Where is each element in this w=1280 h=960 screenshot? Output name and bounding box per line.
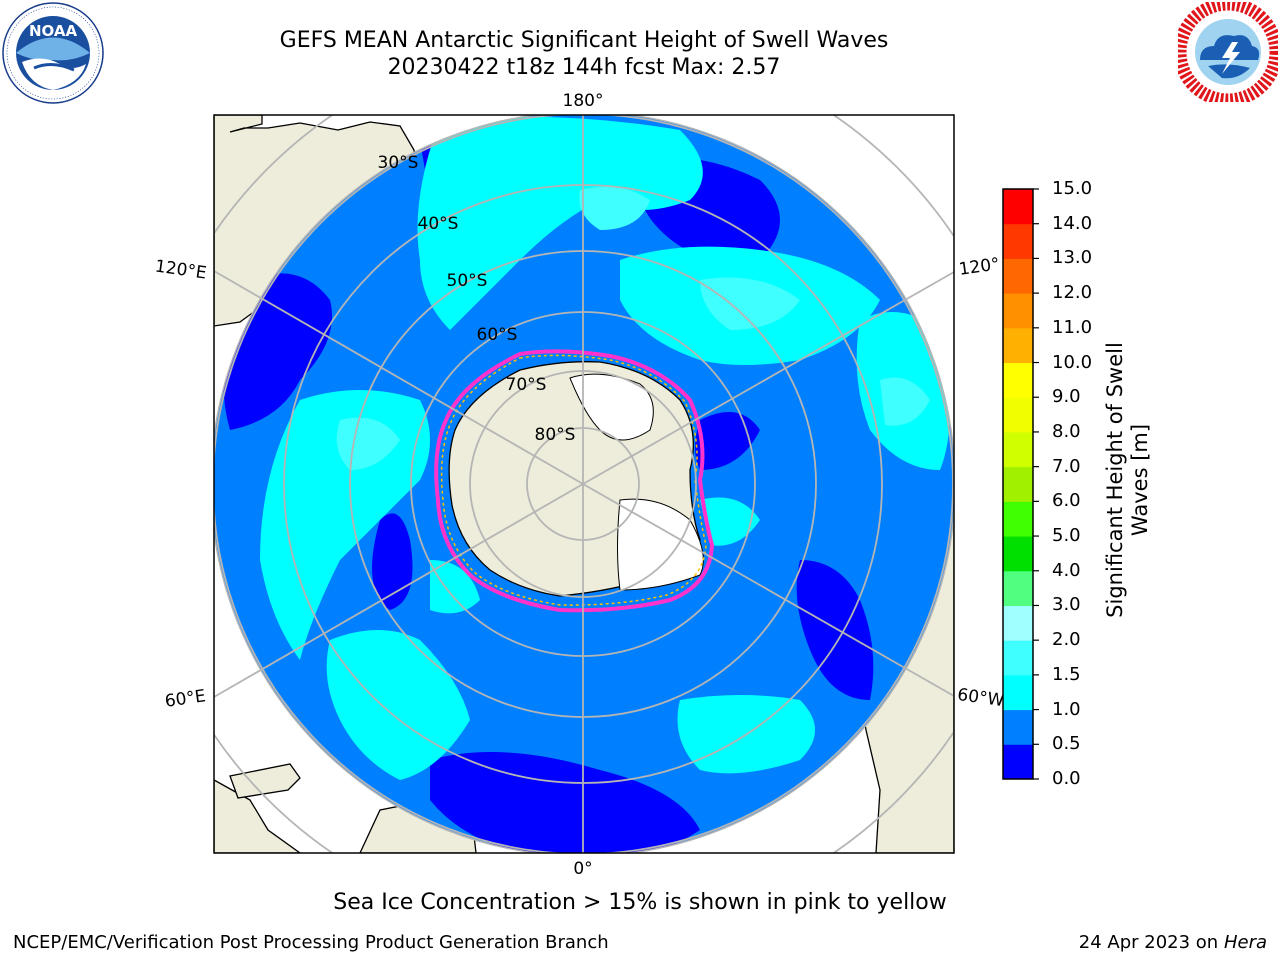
colorbar-tick-label: 3.0 xyxy=(1052,594,1081,616)
colorbar-segment xyxy=(1003,431,1033,468)
colorbar-tick-label: 14.0 xyxy=(1052,212,1093,234)
footer-date: 24 Apr 2023 on Hera xyxy=(1079,932,1267,953)
parallel-label-70s: 70°S xyxy=(506,375,547,395)
colorbar-segment xyxy=(1003,293,1033,329)
colorbar-tick-label: 2.0 xyxy=(1052,629,1081,651)
colorbar-tick-label: 6.0 xyxy=(1052,490,1081,512)
colorbar-segment xyxy=(1003,709,1033,745)
noaa-logo-icon: NOAA xyxy=(2,2,104,104)
footer-credit: NCEP/EMC/Verification Post Processing Pr… xyxy=(13,932,609,953)
colorbar-segment xyxy=(1003,466,1033,502)
colorbar-tick-label: 0.5 xyxy=(1052,733,1081,755)
parallel-label-80s: 80°S xyxy=(535,425,576,445)
colorbar-tick-label: 13.0 xyxy=(1052,247,1093,269)
colorbar-segment xyxy=(1003,501,1033,537)
colorbar-tick-label: 12.0 xyxy=(1052,282,1093,304)
colorbar-segment xyxy=(1003,605,1033,641)
meridian-label-60w: 60°W xyxy=(956,685,1005,711)
colorbar-tick-label: 1.5 xyxy=(1052,663,1081,685)
parallel-label-40s: 40°S xyxy=(418,214,459,234)
colorbar-tick-label: 15.0 xyxy=(1052,178,1093,199)
madagascar-land xyxy=(229,763,301,799)
colorbar-segment xyxy=(1003,570,1033,606)
sea-ice-edge xyxy=(434,349,715,613)
meridian-label-60e: 60°E xyxy=(164,686,207,711)
swell-band-1-0-hi xyxy=(260,116,950,780)
swell-band-1-5 xyxy=(336,186,930,470)
colorbar-segment xyxy=(1003,674,1033,711)
map-subtitle: 20230422 t18z 144h fcst Max: 2.57 xyxy=(387,55,781,80)
meridian-label-120w: 120° xyxy=(958,254,1001,280)
colorbar-segment xyxy=(1003,536,1033,572)
colorbar-tick-label: 11.0 xyxy=(1052,316,1093,338)
colorbar-frame xyxy=(1002,188,1034,780)
colorbar-tick-label: 8.0 xyxy=(1052,420,1081,442)
colorbar-segment xyxy=(1003,327,1033,364)
colorbar-segment xyxy=(1003,640,1033,676)
sea-ice-edge-inner xyxy=(440,354,707,606)
graticule xyxy=(214,115,954,853)
noaa-logo-text: NOAA xyxy=(29,22,78,40)
meridian-label-0: 0° xyxy=(573,859,592,879)
colorbar xyxy=(1002,188,1039,780)
colorbar-segment xyxy=(1003,744,1033,780)
nws-logo-icon xyxy=(1178,2,1278,102)
colorbar-tick-label: 7.0 xyxy=(1052,455,1081,477)
weddell-ice xyxy=(617,498,704,591)
sea-ice-note: Sea Ice Concentration > 15% is shown in … xyxy=(333,890,947,915)
colorbar-tick-label: 4.0 xyxy=(1052,559,1081,581)
colorbar-tick-label: 10.0 xyxy=(1052,351,1093,373)
parallel-label-50s: 50°S xyxy=(447,271,488,291)
parallel-label-60s: 60°S xyxy=(477,325,518,345)
colorbar-segment xyxy=(1003,397,1033,433)
meridian-label-180: 180° xyxy=(563,91,604,111)
colorbar-segment xyxy=(1003,258,1033,294)
colorbar-tick-label: 5.0 xyxy=(1052,525,1081,547)
map-title: GEFS MEAN Antarctic Significant Height o… xyxy=(279,28,889,53)
colorbar-title: Significant Height of Swell Waves [m] xyxy=(1103,342,1152,618)
africa-land xyxy=(214,779,302,853)
colorbar-segment xyxy=(1003,223,1033,259)
parallel-label-30s: 30°S xyxy=(378,153,419,173)
colorbar-segment xyxy=(1003,362,1033,398)
footer-host: Hera xyxy=(1223,932,1267,953)
map-frame xyxy=(213,114,955,854)
colorbar-tick-label: 0.0 xyxy=(1052,768,1081,789)
colorbar-tick-label: 1.0 xyxy=(1052,698,1081,720)
colorbar-tick-label: 9.0 xyxy=(1052,386,1081,408)
colorbar-segment xyxy=(1003,189,1033,225)
meridian-label-120e: 120°E xyxy=(154,257,208,284)
footer-date-text: 24 Apr 2023 on xyxy=(1078,932,1224,953)
